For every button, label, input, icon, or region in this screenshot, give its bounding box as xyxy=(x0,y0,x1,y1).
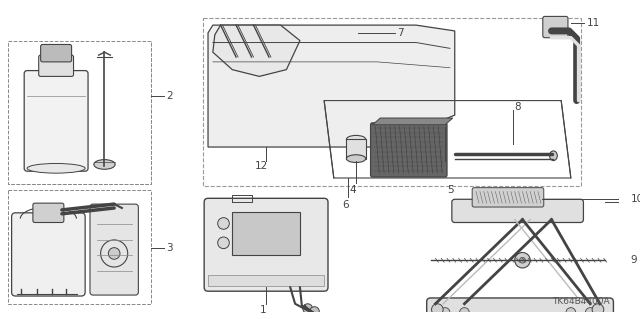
Circle shape xyxy=(460,308,469,317)
Text: 8: 8 xyxy=(515,102,522,112)
Circle shape xyxy=(303,304,312,314)
Text: 4: 4 xyxy=(350,185,356,195)
Bar xyxy=(232,212,300,256)
Ellipse shape xyxy=(27,163,85,173)
Circle shape xyxy=(431,304,443,315)
Circle shape xyxy=(310,307,319,316)
Text: 9: 9 xyxy=(631,255,637,265)
FancyBboxPatch shape xyxy=(12,213,85,296)
FancyBboxPatch shape xyxy=(40,44,72,62)
Text: 11: 11 xyxy=(586,18,600,28)
Circle shape xyxy=(592,304,604,315)
Text: 5: 5 xyxy=(447,185,454,195)
Circle shape xyxy=(515,253,530,268)
FancyBboxPatch shape xyxy=(452,199,584,222)
Circle shape xyxy=(218,237,229,249)
FancyBboxPatch shape xyxy=(38,55,74,76)
Text: 12: 12 xyxy=(255,161,268,171)
Text: 7: 7 xyxy=(397,28,403,38)
Polygon shape xyxy=(208,25,455,147)
Ellipse shape xyxy=(94,160,115,169)
Circle shape xyxy=(566,308,576,317)
Bar xyxy=(8,189,151,304)
Circle shape xyxy=(440,308,450,317)
Ellipse shape xyxy=(346,136,365,143)
Circle shape xyxy=(520,257,525,263)
FancyBboxPatch shape xyxy=(24,70,88,171)
Bar xyxy=(346,139,365,159)
Ellipse shape xyxy=(346,155,365,162)
FancyBboxPatch shape xyxy=(427,298,613,319)
FancyBboxPatch shape xyxy=(204,198,328,291)
Bar xyxy=(8,41,151,184)
Circle shape xyxy=(108,248,120,259)
Text: 3: 3 xyxy=(166,243,173,253)
Circle shape xyxy=(586,308,595,317)
Polygon shape xyxy=(372,118,453,125)
Polygon shape xyxy=(213,25,300,76)
FancyBboxPatch shape xyxy=(472,188,544,207)
FancyBboxPatch shape xyxy=(33,203,64,222)
Text: 10: 10 xyxy=(631,194,640,204)
Text: 1: 1 xyxy=(260,305,266,315)
FancyBboxPatch shape xyxy=(371,123,447,177)
Text: 6: 6 xyxy=(342,200,349,210)
Text: TK64B4400A: TK64B4400A xyxy=(552,297,609,306)
Circle shape xyxy=(218,218,229,229)
Text: 2: 2 xyxy=(166,91,173,101)
FancyBboxPatch shape xyxy=(90,204,138,295)
Ellipse shape xyxy=(550,151,557,160)
Bar xyxy=(208,275,324,286)
Bar xyxy=(8,41,151,184)
FancyBboxPatch shape xyxy=(543,16,568,38)
Bar xyxy=(8,41,151,184)
